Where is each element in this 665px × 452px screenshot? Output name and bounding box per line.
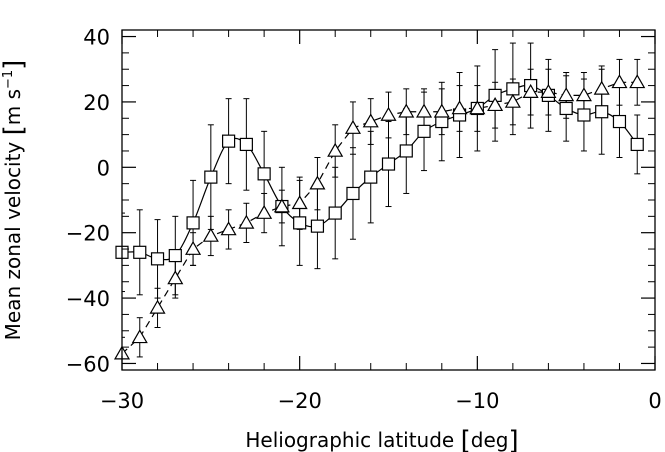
y-tick-label: 40 <box>83 26 110 50</box>
y-tick-label: −60 <box>66 352 110 376</box>
triangle-marker <box>469 100 486 115</box>
y-tick-label: −40 <box>66 287 110 311</box>
triangle-marker <box>149 299 166 314</box>
triangle-marker <box>487 96 504 112</box>
y-tick-label: 20 <box>83 91 110 115</box>
triangle-marker <box>167 270 184 285</box>
axis-ticks <box>121 30 656 370</box>
triangle-marker <box>611 74 628 89</box>
triangle-marker <box>451 100 468 115</box>
x-axis-title-main: Heliographic latitude <box>245 428 454 452</box>
x-tick-label: −30 <box>100 389 144 413</box>
triangle-marker <box>238 214 255 229</box>
square-marker <box>399 144 413 158</box>
triangle-marker <box>522 83 539 98</box>
square-marker <box>204 170 218 184</box>
triangle-marker <box>540 83 557 98</box>
square-marker <box>186 216 200 230</box>
triangle-marker <box>415 103 433 118</box>
x-tick-labels: −30 −20 −10 0 <box>100 389 662 413</box>
triangle-marker <box>398 103 415 118</box>
x-axis-title-open-bracket: [ <box>461 426 471 452</box>
square-marker <box>328 206 342 220</box>
square-marker <box>577 108 591 122</box>
y-axis-title-unit: m s <box>1 89 25 125</box>
square-marker <box>595 105 609 119</box>
triangle-marker <box>220 221 237 236</box>
triangle-marker <box>291 195 308 210</box>
triangle-marker <box>380 106 397 121</box>
y-axis-title-close-bracket: ] <box>0 60 29 70</box>
x-axis-title-close-bracket: ] <box>508 426 518 452</box>
y-tick-label: −20 <box>66 222 110 246</box>
square-marker <box>612 114 627 129</box>
square-marker <box>293 216 307 230</box>
triangle-marker <box>131 329 148 344</box>
x-tick-label: −10 <box>455 389 499 413</box>
triangle-marker <box>273 198 290 213</box>
triangle-marker <box>344 119 362 134</box>
y-axis-title-main: Mean zonal velocity <box>1 142 25 341</box>
y-axis-title: Mean zonal velocity [m s−1] <box>0 60 29 341</box>
square-marker <box>150 252 165 266</box>
triangle-marker <box>575 87 592 102</box>
square-marker <box>506 82 520 96</box>
square-marker <box>310 219 325 233</box>
triangle-marker <box>558 87 575 102</box>
square-marker <box>168 248 182 263</box>
x-axis-title: Heliographic latitude [deg] <box>245 426 518 452</box>
triangle-marker <box>309 175 326 190</box>
triangle-marker <box>433 103 450 118</box>
triangle-marker <box>629 74 646 89</box>
square-marker <box>257 167 271 181</box>
triangle-marker <box>185 240 202 255</box>
y-tick-labels: −60 −40 −20 0 20 40 <box>66 26 110 377</box>
triangle-marker <box>504 93 521 108</box>
square-marker <box>381 157 396 171</box>
x-tick-label: −20 <box>278 389 322 413</box>
square-marker <box>559 101 573 116</box>
square-marker <box>346 186 360 201</box>
error-bars <box>122 42 641 370</box>
triangle-marker <box>202 227 219 242</box>
x-axis-title-unit: deg <box>471 428 509 452</box>
square-marker <box>417 124 431 138</box>
triangle-marker <box>362 113 379 128</box>
y-axis-title-unit-exponent: −1 <box>1 70 16 89</box>
square-marker <box>133 245 147 259</box>
square-marker <box>222 134 236 148</box>
y-axis-title-open-bracket: [ <box>0 125 29 135</box>
triangle-marker <box>593 80 610 95</box>
x-tick-label: 0 <box>648 389 661 413</box>
square-marker <box>630 137 644 152</box>
triangle-marker <box>327 142 344 157</box>
triangle-marker <box>256 204 273 219</box>
y-tick-label: 0 <box>97 156 110 180</box>
square-marker <box>239 137 253 152</box>
square-marker <box>364 170 378 184</box>
